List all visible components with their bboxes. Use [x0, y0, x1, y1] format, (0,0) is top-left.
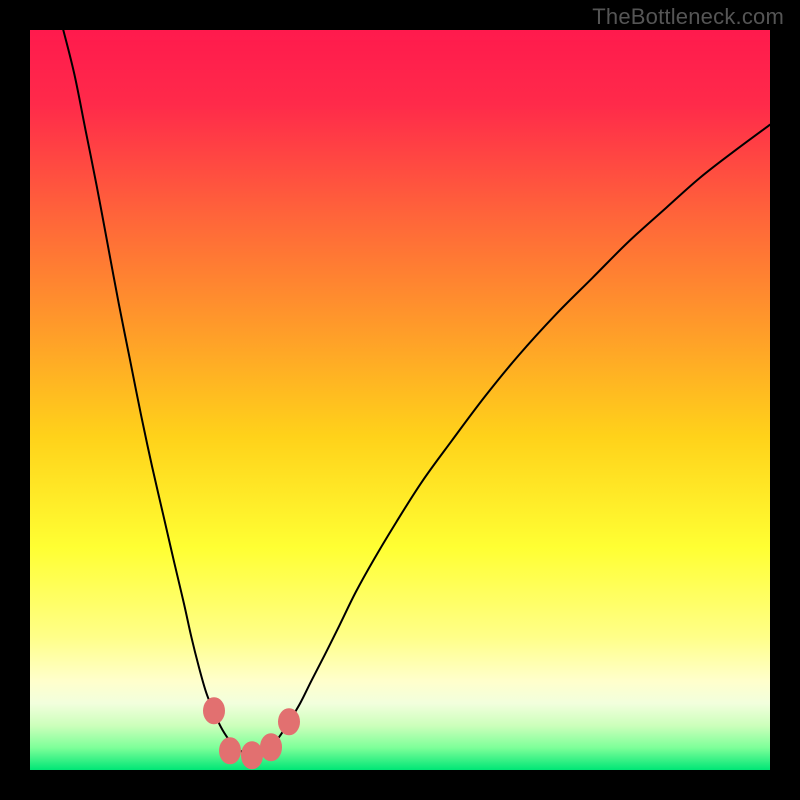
curve-marker [260, 733, 282, 761]
bottleneck-curve [30, 30, 770, 770]
curve-marker [278, 708, 300, 736]
chart-container: TheBottleneck.com [0, 0, 800, 800]
curve-marker [219, 737, 241, 765]
v-curve-path [63, 30, 770, 755]
watermark-text: TheBottleneck.com [592, 4, 784, 30]
plot-area [30, 30, 770, 770]
curve-marker [203, 697, 225, 725]
